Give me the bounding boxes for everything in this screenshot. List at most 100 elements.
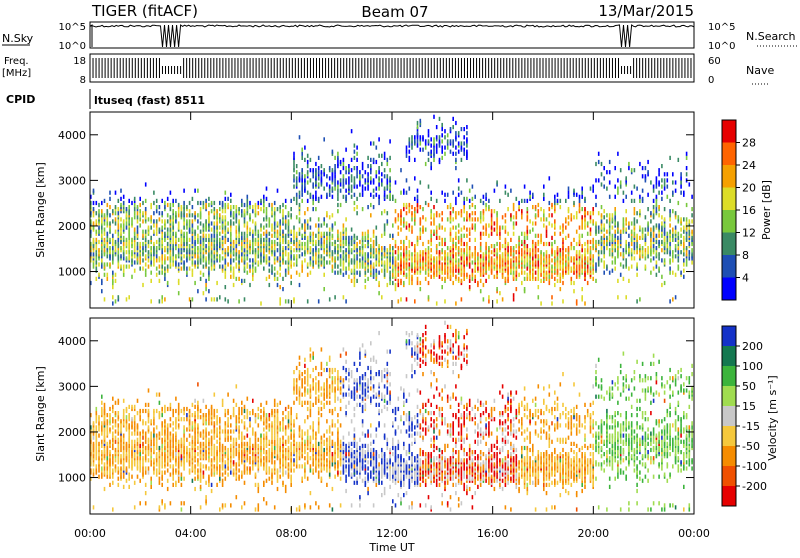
range-cell [290,260,292,264]
range-cell [222,236,224,240]
range-cell [466,211,468,215]
range-cell [354,156,356,160]
range-cell [123,242,125,246]
range-cell [444,228,446,232]
range-cell [680,185,682,189]
range-cell [101,427,103,431]
range-cell [172,199,174,203]
range-cell [301,152,303,156]
nsky-panel: N.Sky 10^5 10^0 10^5 10^0 N.Search [2,22,797,52]
range-cell [219,238,221,242]
range-cell [389,139,391,143]
range-cell [430,230,432,234]
range-cell [406,211,408,215]
range-cell [323,137,325,141]
range-cell [233,211,235,215]
range-cell [675,238,677,242]
range-cell [230,193,232,197]
range-cell [299,273,301,277]
range-cell [623,277,625,281]
range-cell [483,297,485,301]
range-cell [167,228,169,232]
range-cell [606,187,608,191]
range-cell [466,246,468,250]
range-cell [455,265,457,269]
range-cell [128,254,130,258]
range-cell [332,223,334,227]
range-cell [137,460,139,464]
range-cell [450,275,452,279]
range-cell [664,182,666,186]
ytick-label: 1000 [58,266,86,279]
range-cell [581,207,583,211]
range-cell [310,232,312,236]
range-cell [96,260,98,264]
range-cell [433,152,435,156]
range-cell [653,238,655,242]
range-cell [474,223,476,227]
range-cell [329,260,331,264]
range-cell [529,230,531,234]
range-cell [186,213,188,217]
range-cell [409,137,411,141]
range-cell [192,269,194,273]
range-cell [233,205,235,209]
range-cell [403,252,405,256]
range-cell [208,211,210,215]
range-cell [444,193,446,197]
range-cell [192,219,194,223]
range-cell [507,232,509,236]
range-cell [579,199,581,203]
range-cell [156,205,158,209]
range-cell [200,230,202,234]
range-cell [115,191,117,195]
range-cell [216,234,218,238]
range-cell [296,182,298,186]
range-cell [260,199,262,203]
range-cell [337,193,339,197]
range-cell [441,150,443,154]
range-cell [573,289,575,293]
range-cell [98,415,100,419]
range-cell [238,254,240,258]
range-cell [260,301,262,305]
range-cell [148,226,150,230]
range-cell [93,421,95,425]
range-cell [568,234,570,238]
range-cell [455,146,457,150]
range-cell [606,213,608,217]
range-cell [466,178,468,182]
range-cell [691,195,693,199]
colorbar-tick-label: 28 [742,137,756,150]
range-cell [689,242,691,246]
range-cell [414,221,416,225]
range-cell [658,191,660,195]
range-cell [689,250,691,254]
range-cell [170,207,172,211]
range-cell [389,244,391,248]
range-cell [356,152,358,156]
range-cell [428,185,430,189]
range-cell [463,135,465,139]
range-cell [645,228,647,232]
range-cell [337,185,339,189]
range-cell [546,217,548,221]
range-cell [535,205,537,209]
range-cell [494,258,496,262]
range-cell [118,411,120,415]
range-cell [461,141,463,145]
range-cell [617,279,619,283]
range-cell [483,271,485,275]
range-cell [150,226,152,230]
range-cell [441,238,443,242]
range-cell [269,223,271,227]
range-cell [430,166,432,170]
range-cell [650,219,652,223]
range-cell [241,242,243,246]
range-cell [521,248,523,252]
range-cell [485,256,487,260]
range-cell [376,146,378,150]
range-cell [104,297,106,301]
range-cell [661,248,663,252]
range-cell [675,273,677,277]
